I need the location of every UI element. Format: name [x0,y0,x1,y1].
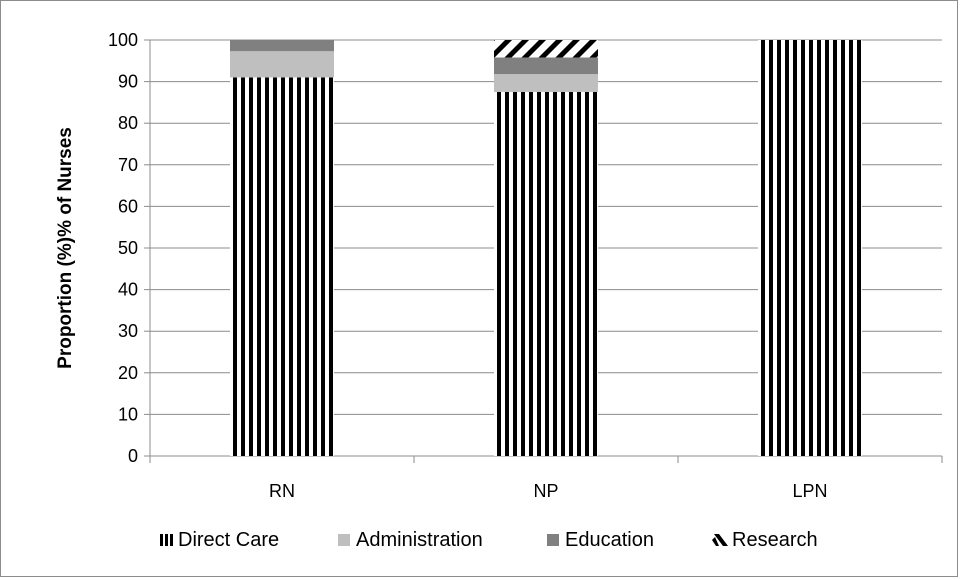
y-axis-title: Proportion (%)% of Nurses [55,127,76,369]
legend-label: Direct Care [178,529,279,551]
legend-item-research: Research [712,529,818,551]
y-tick-label: 60 [118,196,138,216]
x-tick-label: NP [533,481,558,501]
legend-swatch [547,534,559,546]
y-tick-label: 80 [118,113,138,133]
bar-lpn-direct-care [758,40,862,456]
y-tick-label: 50 [118,238,138,258]
legend-item-education: Education [547,529,654,551]
legend-label: Research [732,529,818,551]
legend-item-administration: Administration [338,529,483,551]
bar-np-direct-care [494,92,598,456]
y-tick-label: 20 [118,363,138,383]
x-tick-label: LPN [792,481,827,501]
bar-rn-education [230,40,334,52]
bar-np-administration [494,74,598,92]
bar-np-education [494,57,598,75]
y-tick-label: 10 [118,404,138,424]
tick-labels: 0 10 20 30 40 50 60 70 80 90 100 RN NP LPN [108,30,828,501]
bar-rn-direct-care [230,77,334,456]
legend-swatch [160,534,173,546]
bar-rn-administration [230,51,334,78]
legend: Direct Care Administration Education Resear… [160,529,818,551]
legend-swatch [338,534,350,546]
y-tick-label: 100 [108,30,138,50]
y-tick-label: 30 [118,321,138,341]
legend-label: Administration [356,529,483,551]
legend-label: Education [565,529,654,551]
bar-np-research [494,40,598,58]
x-tick-label: RN [269,481,295,501]
legend-swatch [712,534,728,546]
legend-item-direct-care: Direct Care [160,529,279,551]
y-tick-label: 90 [118,72,138,92]
y-tick-label: 40 [118,280,138,300]
y-tick-label: 70 [118,155,138,175]
y-tick-label: 0 [128,446,138,466]
bars [230,40,862,456]
